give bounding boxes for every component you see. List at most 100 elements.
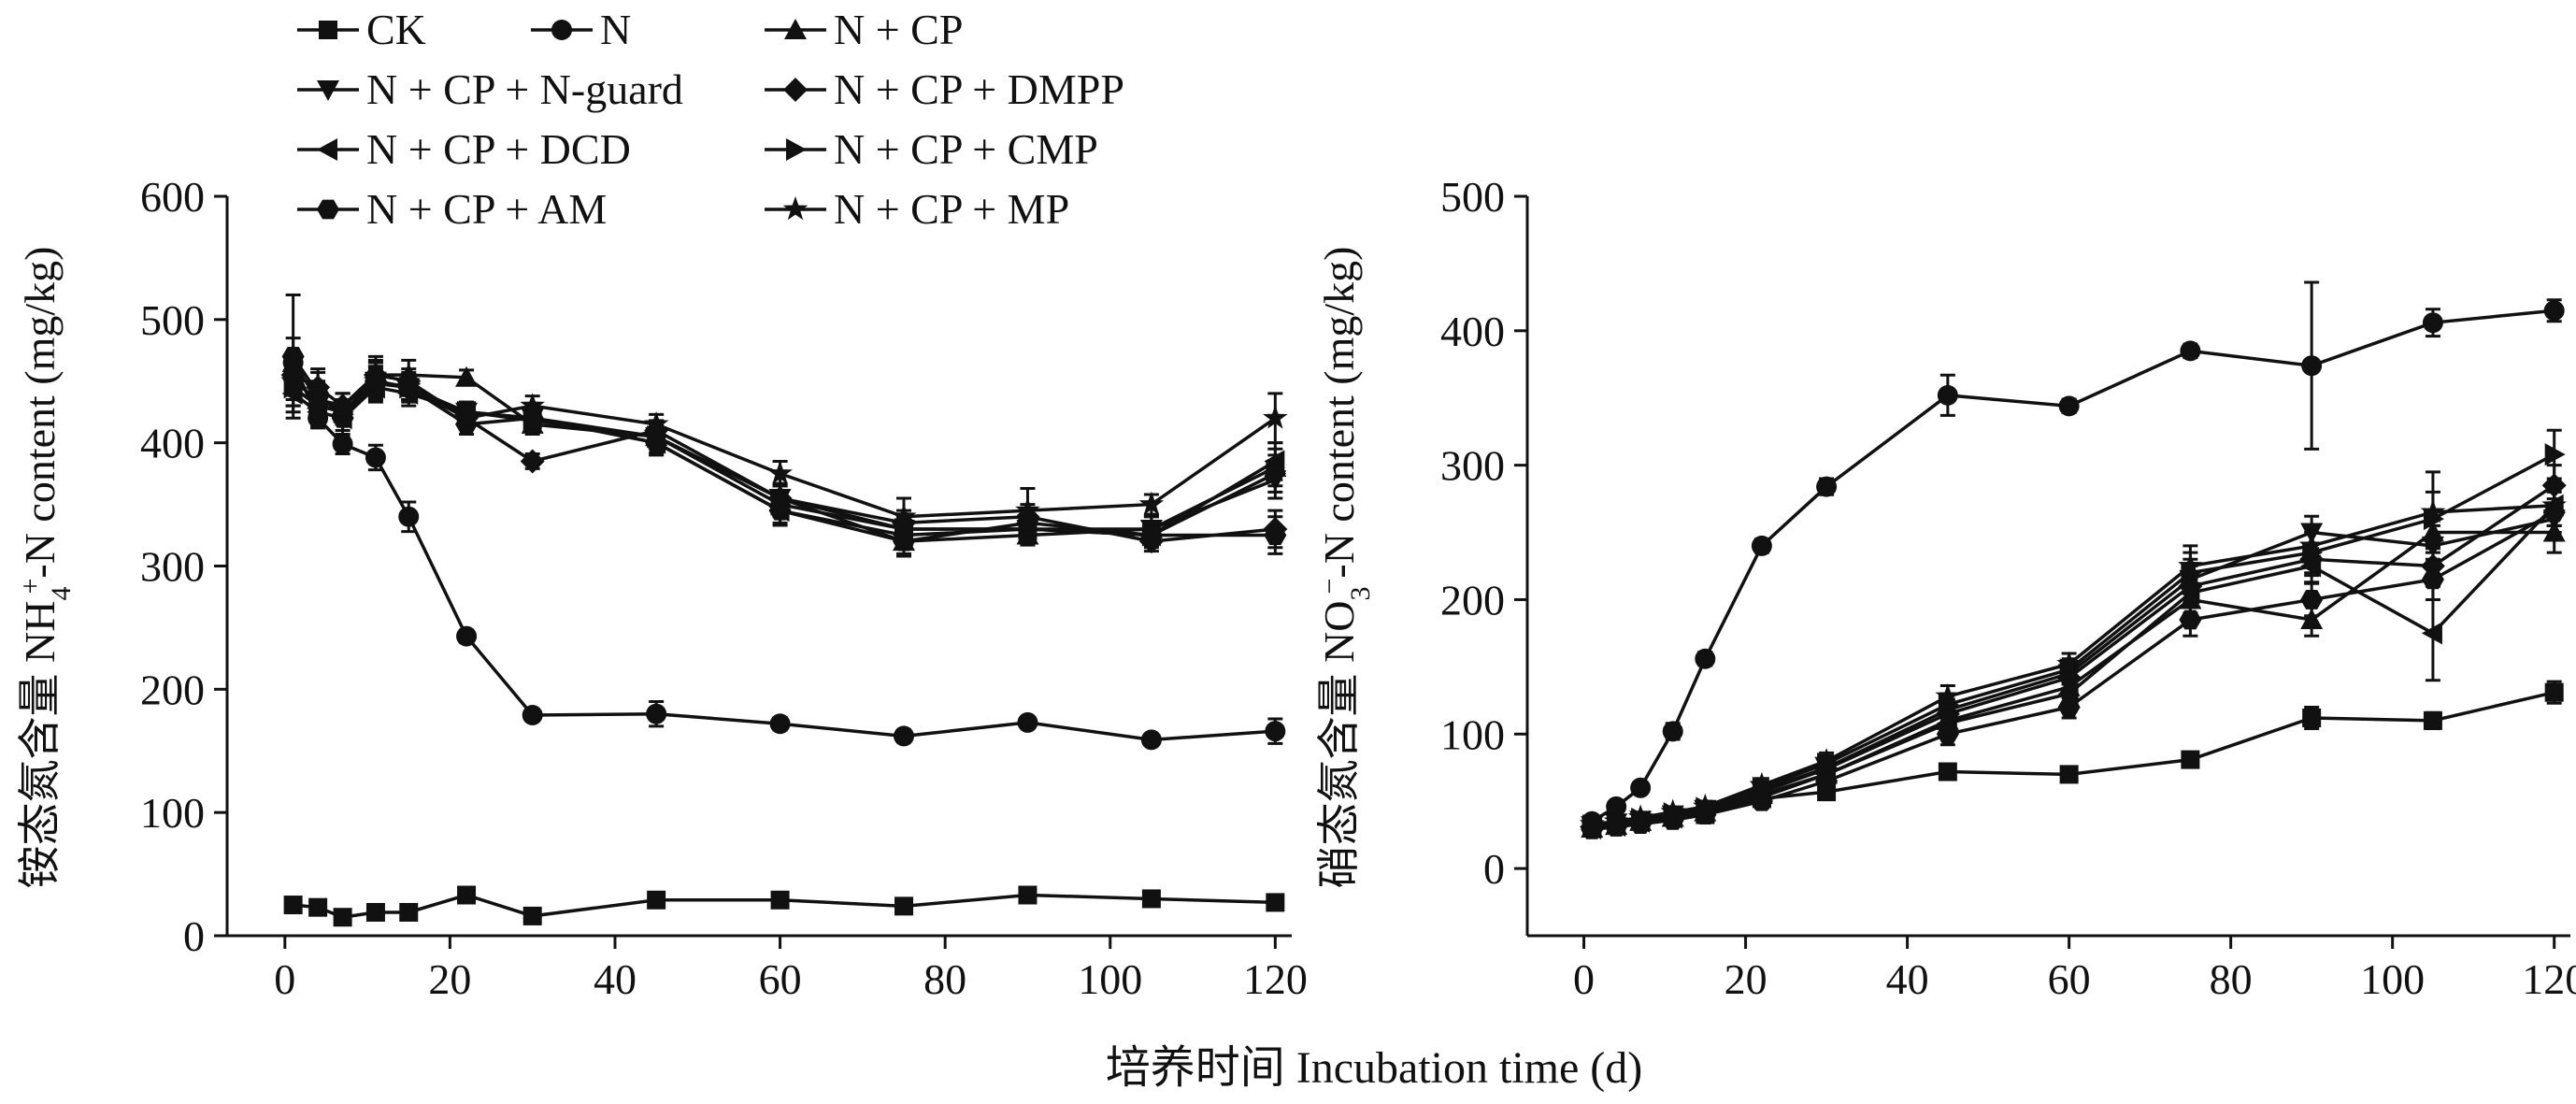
data-point xyxy=(2058,395,2080,417)
ammonium-axes: 0 100 200 300 400 500 600 0 20 40 60 80 100 120 xyxy=(140,173,1308,1003)
legend-marker-hexagon xyxy=(317,199,339,220)
x-tick-label: 40 xyxy=(594,955,637,1003)
x-tick-label: 100 xyxy=(2360,955,2425,1003)
data-point xyxy=(399,902,419,922)
y-tick-label: 0 xyxy=(1483,845,1505,893)
legend-marker-square xyxy=(319,21,337,39)
data-point xyxy=(646,703,667,724)
data-point xyxy=(1695,648,1716,669)
data-point xyxy=(2180,340,2201,362)
series-n-cp-mp xyxy=(280,361,1288,538)
data-point xyxy=(456,625,478,647)
x-tick-label: 40 xyxy=(1886,955,1929,1003)
legend-marker-triangle-right xyxy=(786,138,807,161)
data-point xyxy=(894,896,914,916)
series-ck xyxy=(283,885,1285,927)
series-n xyxy=(1581,280,2565,832)
data-point xyxy=(457,885,477,905)
legend-label: N + CP + MP xyxy=(834,185,1069,233)
legend-item-n-cp-dcd: N + CP + DCD xyxy=(297,125,631,173)
data-point xyxy=(520,449,545,474)
nitrate-y-axis-label: 硝态氮含量 NO3−-N content (mg/kg) xyxy=(1314,246,1376,888)
data-point xyxy=(2059,765,2079,784)
data-point xyxy=(2422,312,2443,334)
x-tick-label: 80 xyxy=(923,955,966,1003)
data-point xyxy=(894,725,915,747)
data-point xyxy=(1141,889,1161,909)
data-point xyxy=(365,447,386,468)
data-point xyxy=(2421,569,2444,590)
legend-item-n-cp-dmpp: N + CP + DMPP xyxy=(765,65,1124,113)
ammonium-plot-area xyxy=(280,293,1288,927)
y-tick-label: 500 xyxy=(140,296,205,344)
data-point xyxy=(2301,355,2323,377)
data-point xyxy=(770,890,790,910)
legend-marker-circle xyxy=(551,20,572,40)
data-point xyxy=(1937,384,1958,406)
legend-item-n-cp-n-guard: N + CP + N-guard xyxy=(297,65,683,113)
data-point xyxy=(522,705,543,726)
x-tick-label: 60 xyxy=(759,955,802,1003)
data-point xyxy=(1630,777,1652,798)
data-point xyxy=(283,896,303,915)
data-point xyxy=(1751,535,1772,556)
data-point xyxy=(2543,300,2565,322)
y-tick-label: 0 xyxy=(183,912,205,960)
y-tick-label: 500 xyxy=(1440,173,1505,221)
data-point xyxy=(769,713,791,735)
legend-item-n: N xyxy=(531,6,631,53)
legend-marker-star xyxy=(782,196,809,221)
data-point xyxy=(1266,893,1285,912)
series-n-cp xyxy=(281,337,1287,555)
x-tick-label: 20 xyxy=(428,955,471,1003)
x-tick-label: 0 xyxy=(1573,955,1595,1003)
data-point xyxy=(333,908,352,927)
y-tick-label: 200 xyxy=(140,666,205,713)
data-point xyxy=(1662,721,1683,742)
y-tick-label: 400 xyxy=(1440,308,1505,355)
data-point xyxy=(2302,709,2322,728)
data-point xyxy=(1140,729,1162,751)
data-point xyxy=(1816,476,1838,497)
data-point xyxy=(1938,762,1957,781)
ammonium-y-axis-label: 铵态氮含量 NH4+-N content (mg/kg) xyxy=(15,246,77,888)
x-tick-label: 20 xyxy=(1724,955,1767,1003)
shared-x-axis-label: 培养时间 Incubation time (d) xyxy=(1106,1043,1643,1093)
data-point xyxy=(522,906,542,925)
nitrate-chart: 0 100 200 300 400 500 0 20 40 60 80 100 120 硝态氮含量 NO… xyxy=(1314,173,2576,1003)
y-tick-label: 400 xyxy=(140,420,205,467)
legend-marker-triangle-left xyxy=(317,138,337,161)
data-point xyxy=(2544,682,2564,702)
legend-marker-diamond xyxy=(783,78,808,102)
legend-item-n-cp-cmp: N + CP + CMP xyxy=(765,125,1098,173)
series-n-cp-am xyxy=(281,293,1287,558)
legend-label: N + CP + N-guard xyxy=(366,65,683,113)
y-tick-label: 200 xyxy=(1440,576,1505,624)
x-tick-label: 60 xyxy=(2048,955,2091,1003)
data-point xyxy=(1017,711,1038,733)
y-tick-label: 100 xyxy=(140,789,205,837)
x-tick-label: 100 xyxy=(1078,955,1142,1003)
x-tick-label: 0 xyxy=(274,955,295,1003)
x-tick-label: 120 xyxy=(1243,955,1308,1003)
legend-label: N + CP + AM xyxy=(366,185,607,233)
data-point xyxy=(308,897,328,917)
nitrate-axes: 0 100 200 300 400 500 0 20 40 60 80 100 120 xyxy=(1440,173,2576,1003)
legend-label: N + CP + DMPP xyxy=(834,65,1124,113)
data-point xyxy=(2300,590,2324,609)
data-point xyxy=(2423,710,2442,730)
legend-label: N + CP xyxy=(834,6,963,53)
series-line xyxy=(292,362,1276,742)
x-tick-label: 120 xyxy=(2522,955,2576,1003)
y-tick-label: 300 xyxy=(1440,442,1505,490)
series-n-cp-mp xyxy=(1579,470,2567,835)
x-tick-label: 80 xyxy=(2210,955,2253,1003)
nitrate-plot-area xyxy=(1579,280,2567,839)
legend-label: N + CP + CMP xyxy=(834,125,1098,173)
data-point xyxy=(2181,750,2200,769)
data-point xyxy=(1265,721,1286,742)
data-point xyxy=(365,902,385,922)
legend-label: N xyxy=(600,6,631,53)
data-point xyxy=(398,506,420,527)
series-n xyxy=(282,351,1286,751)
